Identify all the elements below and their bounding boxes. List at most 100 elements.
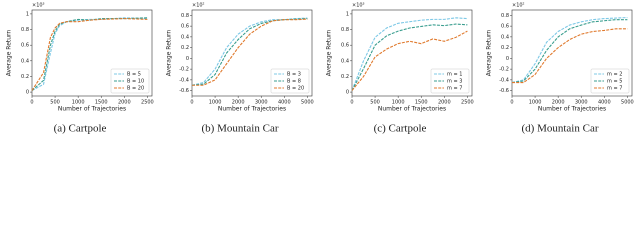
x-tick-label: 1000: [72, 100, 85, 106]
caption: (c) Cartpole: [374, 123, 427, 135]
x-tick-label: 3000: [575, 100, 588, 106]
y-tick-label: 0.4: [501, 34, 509, 40]
y-tick-label: 0.8: [501, 13, 509, 19]
subplot: 0 0.2 0.4 0.6 0.8 1 0 500 1000 1500 2000 2500 ×10³ Nu…: [6, 3, 154, 135]
y-tick-label: 0.2: [21, 74, 29, 80]
legend-label: m = 5: [607, 79, 622, 85]
x-tick-label: 1000: [209, 100, 222, 106]
x-tick-label: 5000: [301, 100, 314, 106]
x-axis-label: Number of Trajectories: [58, 106, 126, 113]
series-line: [31, 18, 148, 91]
x-tick-label: 0: [510, 100, 513, 106]
subplot: 0 0.2 0.4 0.6 0.8 1 0 500 1000 1500 2000 2500 ×10³ Nu…: [326, 3, 474, 135]
x-tick-label: 0: [350, 100, 353, 106]
x-tick-label: 500: [50, 100, 60, 106]
legend-label: m = 2: [607, 72, 622, 78]
legend-box: [110, 68, 150, 94]
x-tick-label: 2000: [118, 100, 131, 106]
x-tick-label: 5000: [621, 100, 634, 106]
y-tick-label: 0.6: [181, 24, 189, 30]
caption: (b) Mountain Car: [202, 123, 279, 135]
legend: m = 2m = 5m = 7: [590, 68, 630, 94]
y-tick-label: 1: [26, 11, 29, 17]
y-tick-label: -0.6: [499, 88, 509, 94]
legend-box: [270, 68, 310, 94]
y-scale-label: ×10³: [32, 3, 45, 9]
y-tick-label: 0.8: [21, 27, 29, 33]
y-scale-label: ×10²: [192, 3, 205, 9]
x-tick-label: 4000: [598, 100, 611, 106]
x-tick-label: 2500: [141, 100, 154, 106]
y-scale-label: ×10³: [352, 3, 365, 9]
legend-label: m = 3: [447, 79, 462, 85]
series-line: [191, 17, 308, 86]
y-axis-label: Average Return: [166, 30, 173, 77]
caption: (a) Cartpole: [54, 123, 107, 135]
x-tick-label: 1000: [392, 100, 405, 106]
legend-label: m = 1: [447, 72, 462, 78]
legend-label: B = 5: [127, 72, 141, 78]
legend-label: m = 7: [447, 86, 462, 92]
series-line: [511, 16, 628, 84]
y-tick-label: 0: [506, 56, 509, 62]
y-tick-label: -0.4: [179, 77, 189, 83]
x-tick-label: 0: [190, 100, 193, 106]
y-tick-label: 0.4: [341, 58, 349, 64]
x-tick-label: 500: [370, 100, 380, 106]
subplot: -0.6 -0.4 -0.2 0 0.2 0.4 0.6 0.8 0 1000 2000 3000 40…: [166, 3, 314, 135]
legend-box: [590, 68, 630, 94]
x-axis-label: Number of Trajectories: [218, 106, 286, 113]
x-tick-label: 2500: [461, 100, 474, 106]
y-tick-label: -0.4: [499, 77, 509, 83]
y-tick-label: 1: [346, 11, 349, 17]
y-tick-label: 0: [26, 90, 29, 96]
legend-label: B = 3: [287, 72, 301, 78]
x-tick-label: 2000: [552, 100, 565, 106]
legend-label: B = 10: [127, 79, 144, 85]
y-axis-label: Average Return: [6, 30, 13, 77]
legend-label: B = 8: [287, 79, 301, 85]
series-line: [192, 18, 308, 86]
legend-label: B = 20: [127, 86, 144, 92]
series-line: [351, 17, 468, 91]
legend-label: B = 20: [287, 86, 304, 92]
caption: (d) Mountain Car: [522, 123, 599, 135]
y-tick-label: 0.8: [181, 13, 189, 19]
y-tick-label: 0: [186, 56, 189, 62]
x-tick-label: 2000: [232, 100, 245, 106]
y-axis-label: Average Return: [326, 30, 333, 77]
y-tick-label: -0.2: [179, 67, 189, 73]
legend: B = 3B = 8B = 20: [270, 68, 310, 94]
x-tick-label: 4000: [278, 100, 291, 106]
subplot: -0.6 -0.4 -0.2 0 0.2 0.4 0.6 0.8 0 1000 2000 3000 40…: [486, 3, 634, 135]
legend: B = 5B = 10B = 20: [110, 68, 150, 94]
x-tick-label: 0: [30, 100, 33, 106]
x-axis-label: Number of Trajectories: [378, 106, 446, 113]
y-tick-label: 0.2: [181, 45, 189, 51]
y-tick-label: -0.6: [179, 88, 189, 94]
y-tick-label: 0.4: [181, 34, 189, 40]
y-tick-label: 0.8: [341, 27, 349, 33]
y-tick-label: 0: [346, 90, 349, 96]
y-tick-label: 0.2: [501, 45, 509, 51]
y-tick-label: -0.2: [499, 67, 509, 73]
legend: m = 1m = 3m = 7: [430, 68, 470, 94]
series-line: [511, 19, 628, 84]
y-tick-label: 0.6: [501, 24, 509, 30]
y-axis-label: Average Return: [486, 30, 493, 77]
x-tick-label: 3000: [255, 100, 268, 106]
y-tick-label: 0.6: [21, 43, 29, 49]
x-tick-label: 1500: [415, 100, 428, 106]
x-tick-label: 1000: [529, 100, 542, 106]
x-tick-label: 2000: [438, 100, 451, 106]
x-tick-label: 1500: [95, 100, 108, 106]
series-line: [512, 28, 628, 84]
y-tick-label: 0.2: [341, 74, 349, 80]
y-tick-label: 0.4: [21, 58, 29, 64]
x-axis-label: Number of Trajectories: [538, 106, 606, 113]
series-line: [351, 30, 468, 91]
legend-box: [430, 68, 470, 94]
series-line: [351, 23, 468, 91]
y-scale-label: ×10²: [512, 3, 525, 9]
y-tick-label: 0.6: [341, 43, 349, 49]
